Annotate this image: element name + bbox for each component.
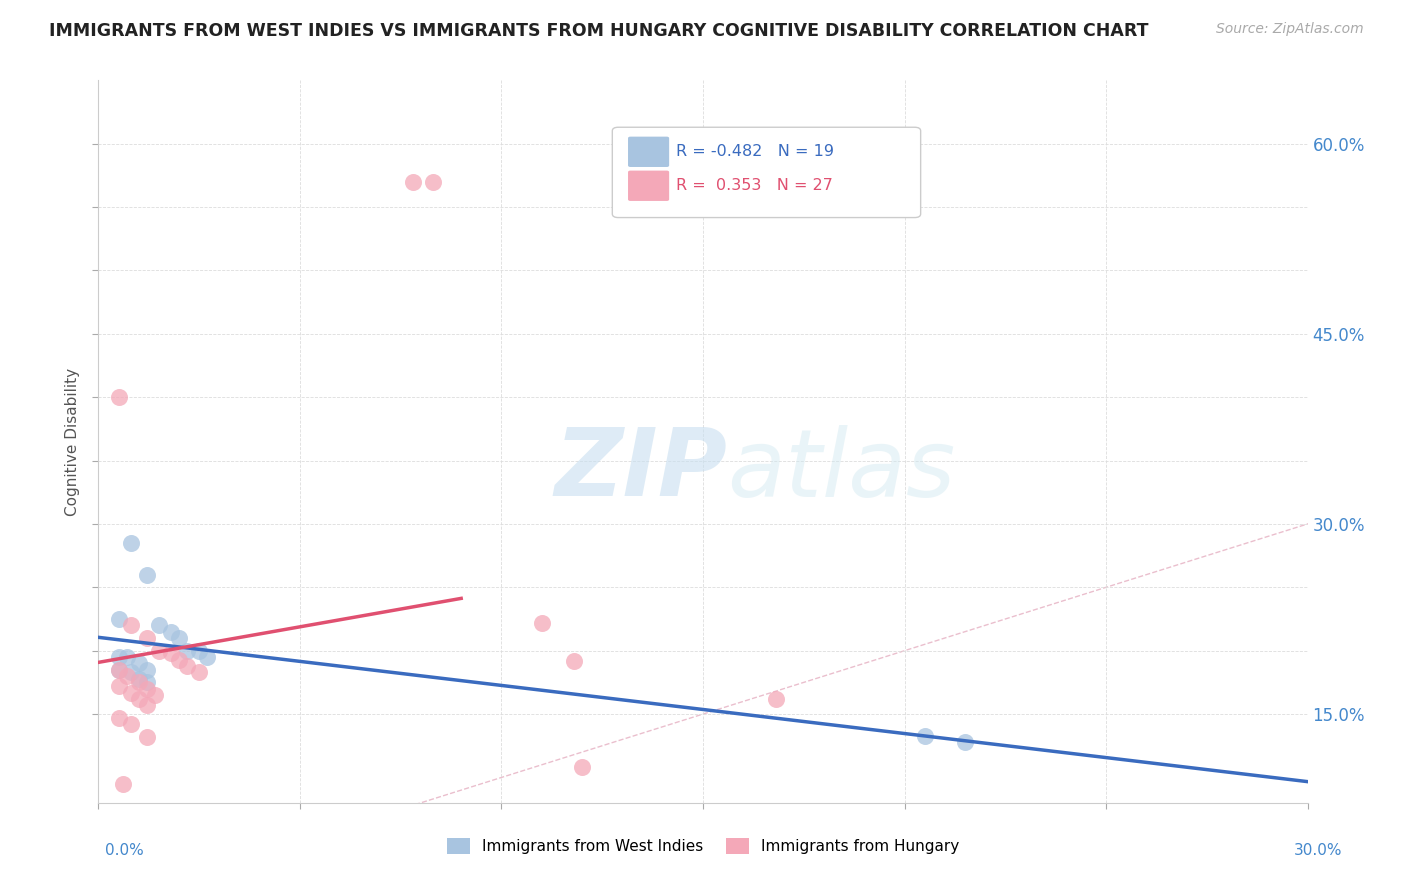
Point — [120, 665, 142, 680]
Point — [107, 650, 129, 665]
Point — [160, 646, 183, 660]
Point — [107, 390, 129, 404]
Point — [120, 717, 142, 731]
Point — [128, 672, 150, 686]
Point — [107, 663, 129, 677]
Legend: Immigrants from West Indies, Immigrants from Hungary: Immigrants from West Indies, Immigrants … — [440, 832, 966, 860]
Text: 30.0%: 30.0% — [1295, 843, 1343, 858]
Point — [160, 624, 183, 639]
Point — [128, 657, 150, 671]
Point — [143, 688, 166, 702]
Point — [148, 643, 170, 657]
Point — [107, 612, 129, 626]
Point — [765, 691, 787, 706]
Point — [135, 567, 157, 582]
Point — [148, 618, 170, 632]
Point — [135, 663, 157, 677]
Point — [135, 698, 157, 713]
Point — [530, 615, 553, 630]
Text: IMMIGRANTS FROM WEST INDIES VS IMMIGRANTS FROM HUNGARY COGNITIVE DISABILITY CORR: IMMIGRANTS FROM WEST INDIES VS IMMIGRANT… — [49, 22, 1149, 40]
Point — [176, 643, 198, 657]
Point — [115, 650, 138, 665]
Text: R =  0.353   N = 27: R = 0.353 N = 27 — [676, 178, 834, 193]
Point — [128, 675, 150, 690]
Point — [111, 777, 134, 791]
Point — [120, 685, 142, 699]
Text: Source: ZipAtlas.com: Source: ZipAtlas.com — [1216, 22, 1364, 37]
FancyBboxPatch shape — [628, 170, 669, 201]
Point — [562, 654, 585, 668]
Point — [914, 729, 936, 743]
Point — [188, 665, 211, 680]
Text: atlas: atlas — [727, 425, 956, 516]
Point — [135, 681, 157, 696]
Point — [176, 659, 198, 673]
Point — [120, 536, 142, 550]
Point — [107, 679, 129, 693]
Point — [571, 760, 593, 774]
FancyBboxPatch shape — [628, 136, 669, 167]
Point — [422, 175, 444, 189]
Point — [115, 669, 138, 683]
Point — [120, 618, 142, 632]
FancyBboxPatch shape — [613, 128, 921, 218]
Y-axis label: Cognitive Disability: Cognitive Disability — [65, 368, 80, 516]
Point — [135, 730, 157, 744]
Point — [953, 735, 976, 749]
Point — [128, 691, 150, 706]
Text: ZIP: ZIP — [554, 425, 727, 516]
Point — [135, 631, 157, 645]
Point — [167, 652, 190, 666]
Point — [167, 631, 190, 645]
Text: 0.0%: 0.0% — [105, 843, 145, 858]
Point — [195, 650, 218, 665]
Point — [107, 711, 129, 725]
Point — [402, 175, 425, 189]
Point — [188, 643, 211, 657]
Point — [107, 663, 129, 677]
Text: R = -0.482   N = 19: R = -0.482 N = 19 — [676, 144, 834, 159]
Point — [135, 675, 157, 690]
